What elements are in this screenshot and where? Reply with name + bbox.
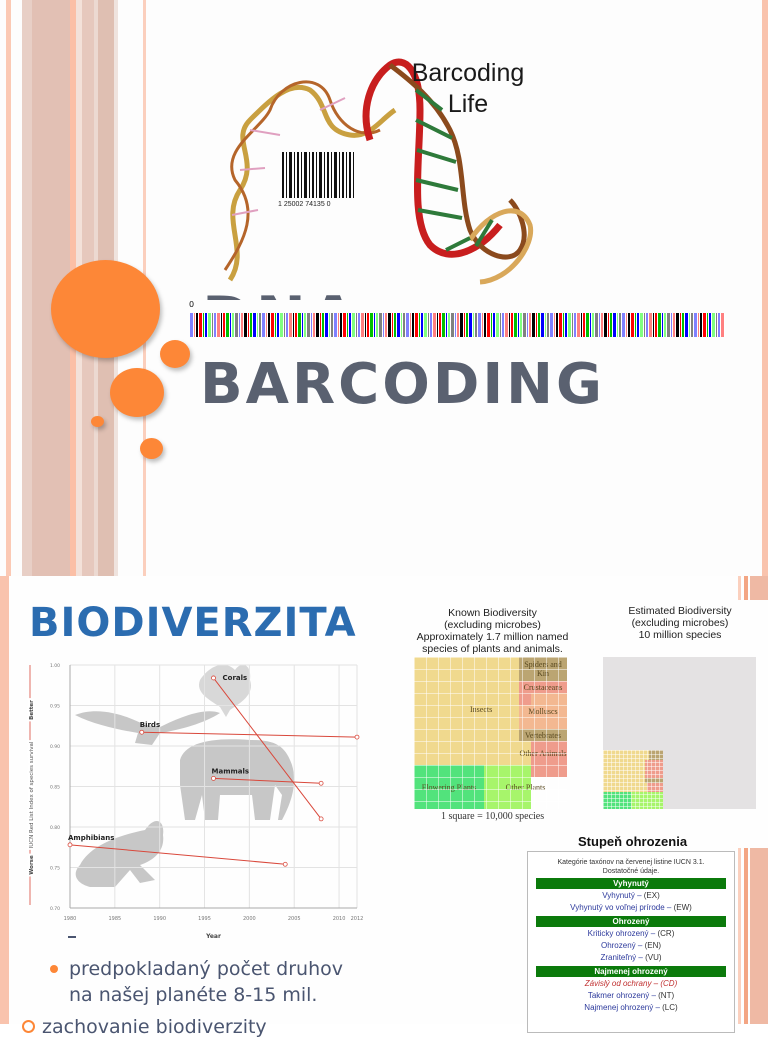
treemap-vertebrates: Vertebrates bbox=[519, 729, 567, 741]
slide-title-barcoding: BARCODING bbox=[200, 352, 605, 417]
red-list-index-chart: 1980 1985 1990 1995 2000 2005 2010 2012 1.00 0.95… bbox=[27, 663, 364, 940]
svg-text:Corals: Corals bbox=[223, 674, 248, 682]
decor-circle-tiny bbox=[91, 416, 104, 427]
svg-text:Amphibians: Amphibians bbox=[68, 834, 114, 842]
slide-title-biodiverzita: BIODIVERZITA bbox=[29, 600, 357, 646]
threat-item-cr[interactable]: Kriticky ohrozený – (CR) bbox=[587, 929, 675, 938]
svg-text:Year: Year bbox=[205, 933, 221, 940]
dna-image-barcode-number: 1 25002 74135 0 bbox=[278, 201, 331, 208]
decor-stripe bbox=[22, 0, 32, 576]
svg-text:0.90: 0.90 bbox=[50, 744, 60, 750]
decor-stripe bbox=[0, 576, 9, 1024]
known-biodiversity-title: Known Biodiversity (excluding microbes) … bbox=[416, 607, 569, 655]
threat-levels-heading: Stupeň ohrozenia bbox=[578, 834, 688, 849]
svg-text:1980: 1980 bbox=[64, 916, 77, 922]
threat-item-ex[interactable]: Vyhynutý – (EX) bbox=[602, 891, 660, 900]
threat-item-en[interactable]: Ohrozený – (EN) bbox=[600, 941, 662, 950]
known-biodiversity-treemap: Insects Spiders and Kin Crustaceans Moll… bbox=[414, 657, 567, 809]
svg-text:Better: Better bbox=[29, 700, 35, 720]
dna-image-caption: Barcoding Life bbox=[403, 58, 533, 120]
bullet-item-level1: zachovanie biodiverzity bbox=[20, 1014, 400, 1040]
threat-levels-description: Kategórie taxónov na červenej listine IU… bbox=[557, 859, 705, 875]
category-header-extinct: Vyhynutý bbox=[536, 878, 726, 889]
bullet-ring-icon bbox=[22, 1020, 35, 1033]
decor-circle bbox=[140, 438, 163, 459]
series-corals: Corals bbox=[211, 674, 324, 822]
category-header-threatened: Ohrozený bbox=[536, 916, 726, 927]
svg-text:2012: 2012 bbox=[351, 916, 364, 922]
treemap-crustaceans-extra bbox=[519, 693, 531, 705]
decor-circle-large bbox=[51, 260, 160, 358]
threat-item-lc[interactable]: Najmenej ohrozený – (LC) bbox=[584, 1003, 678, 1012]
dna-helix-image: 1 25002 74135 0 Barcoding Life bbox=[220, 50, 538, 285]
svg-text:Worse: Worse bbox=[29, 855, 35, 875]
svg-text:2010: 2010 bbox=[333, 916, 346, 922]
threat-item-cd[interactable]: Závislý od ochrany – (CD) bbox=[584, 979, 678, 988]
animal-silhouettes bbox=[75, 664, 295, 887]
treemap-other-plants-label: Other Plants bbox=[505, 782, 546, 792]
series-mammals: Mammals bbox=[211, 767, 324, 786]
treemap-scale-note: 1 square = 10,000 species bbox=[441, 811, 545, 822]
bullet-dot-icon bbox=[50, 965, 58, 973]
svg-text:0.80: 0.80 bbox=[50, 825, 60, 831]
svg-text:IUCN Red List Index of species: IUCN Red List Index of species survival bbox=[29, 741, 35, 848]
bullet-item-continuation: na našej planéte 8-15 mil. bbox=[69, 984, 318, 1006]
treemap-crustaceans: Crustaceans bbox=[519, 681, 567, 693]
slide-dna-barcoding[interactable]: 1 25002 74135 0 Barcoding Life DNA 0 BAR… bbox=[0, 0, 768, 576]
svg-text:2005: 2005 bbox=[288, 916, 301, 922]
series-birds: Birds bbox=[139, 721, 360, 740]
threat-levels-table: Kategórie taxónov na červenej listine IU… bbox=[527, 851, 735, 1033]
series-amphibians: Amphibians bbox=[67, 834, 288, 867]
dna-sequence-barcode bbox=[190, 313, 725, 337]
svg-text:Mammals: Mammals bbox=[212, 767, 250, 775]
svg-text:0.95: 0.95 bbox=[50, 704, 60, 710]
svg-text:0.85: 0.85 bbox=[50, 785, 60, 791]
decor-stripe-right bbox=[762, 0, 768, 576]
svg-text:0.75: 0.75 bbox=[50, 866, 60, 872]
svg-text:Birds: Birds bbox=[140, 721, 160, 729]
threat-item-nt[interactable]: Takmer ohrozený – (NT) bbox=[587, 991, 675, 1000]
estimated-biodiversity-treemap bbox=[603, 657, 756, 809]
svg-text:1.00: 1.00 bbox=[50, 663, 60, 669]
threat-item-vu[interactable]: Zraniteľný – (VU) bbox=[600, 953, 662, 962]
svg-text:0.70: 0.70 bbox=[50, 906, 60, 912]
caption-line: Barcoding bbox=[411, 59, 525, 87]
estimated-biodiversity-title: Estimated Biodiversity (excluding microb… bbox=[628, 605, 732, 641]
barcode-zero-label: 0 bbox=[189, 300, 195, 309]
bullet-item-level2: predpokladaný počet druhov bbox=[20, 956, 400, 982]
decor-stripe bbox=[6, 0, 11, 576]
svg-text:1985: 1985 bbox=[108, 916, 121, 922]
bullet-list: predpokladaný počet druhov na našej plan… bbox=[20, 956, 400, 1040]
decor-circle bbox=[160, 340, 190, 368]
decor-circle bbox=[110, 368, 164, 417]
title-dna-partial: DNA bbox=[202, 286, 360, 300]
treemap-flowering-plants: Flowering Plants bbox=[414, 765, 484, 809]
svg-text:1990: 1990 bbox=[153, 916, 166, 922]
treemap-other-animals-label: Other Animals bbox=[519, 748, 567, 758]
svg-text:2000: 2000 bbox=[243, 916, 256, 922]
known-subset bbox=[603, 750, 663, 809]
caption-line: Life bbox=[447, 90, 489, 118]
threat-item-ew[interactable]: Vyhynutý vo voľnej prírode – (EW) bbox=[570, 903, 692, 912]
category-header-least-concern: Najmenej ohrozený bbox=[536, 966, 726, 977]
treemap-spiders: Spiders and Kin bbox=[519, 657, 567, 681]
svg-text:1995: 1995 bbox=[198, 916, 211, 922]
bullet-fragment bbox=[68, 936, 76, 938]
